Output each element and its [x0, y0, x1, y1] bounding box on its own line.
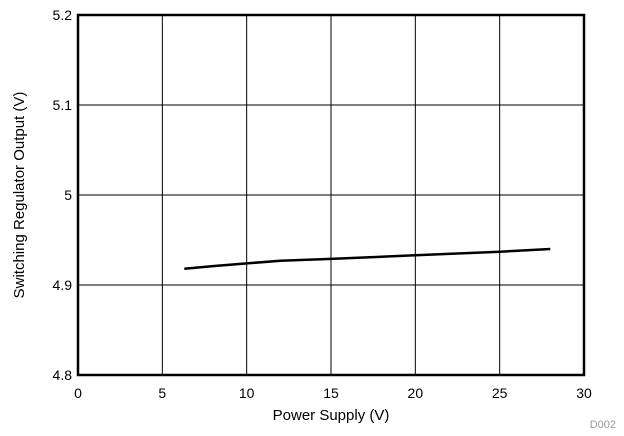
x-tick-label: 20: [408, 385, 424, 401]
y-tick-label: 5.2: [53, 7, 73, 23]
y-tick-label: 4.8: [53, 367, 73, 383]
x-tick-label: 25: [492, 385, 508, 401]
series-layer: [184, 247, 551, 271]
x-tick-label: 30: [576, 385, 592, 401]
y-tick-label: 4.9: [53, 277, 73, 293]
x-tick-label: 15: [323, 385, 339, 401]
x-axis-title: Power Supply (V): [273, 407, 390, 424]
y-tick-label: 5.1: [53, 97, 73, 113]
y-tick-label: 5: [64, 187, 72, 203]
plot-frame: [76, 13, 586, 377]
x-tick-label: 10: [239, 385, 255, 401]
x-tick-label: 0: [74, 385, 82, 401]
y-axis-title: Switching Regulator Output (V): [11, 92, 28, 299]
grid: [78, 15, 584, 375]
figure-id: D002: [590, 419, 616, 431]
series-line: [184, 247, 551, 271]
tick-labels: 0 5 10 15 20 25 30 4.8 4.9 5 5.1 5.2: [53, 7, 592, 401]
x-tick-label: 5: [158, 385, 166, 401]
